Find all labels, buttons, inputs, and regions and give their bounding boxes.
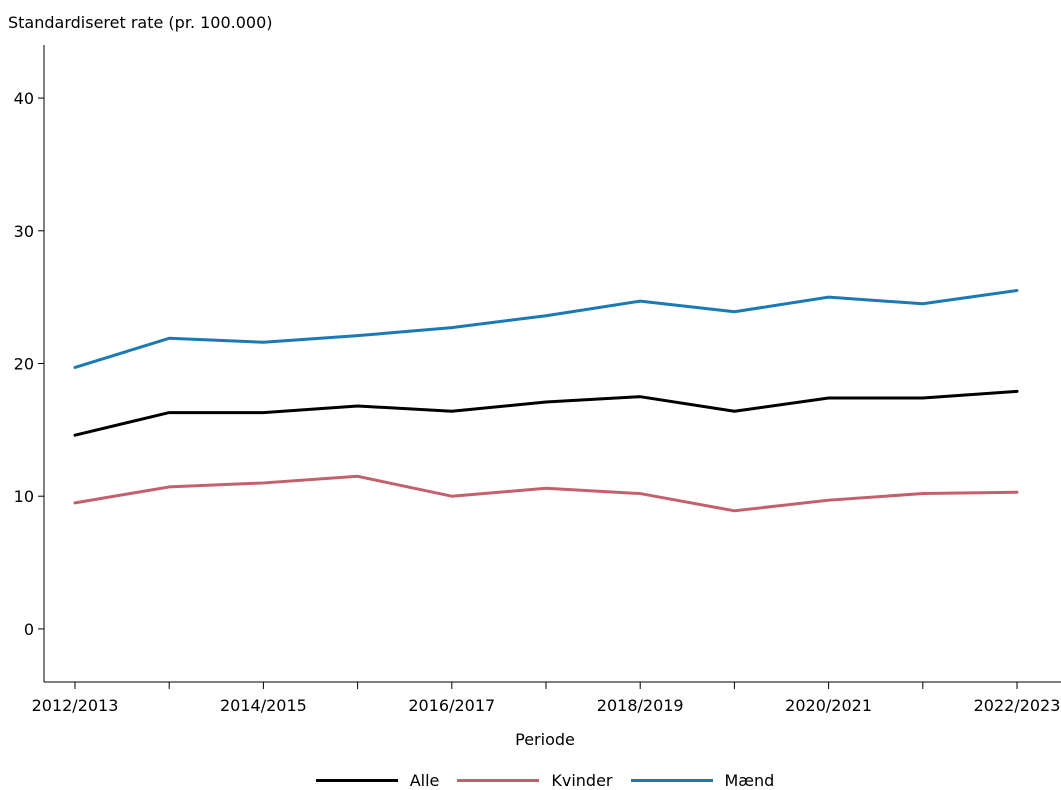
legend-item: Kvinder xyxy=(457,771,613,790)
y-tick-label: 20 xyxy=(14,355,34,374)
series-line-alle xyxy=(73,389,1019,437)
legend-label: Mænd xyxy=(724,771,775,790)
legend-swatch xyxy=(457,779,540,782)
legend-item: Mænd xyxy=(630,771,775,790)
y-tick-label: 30 xyxy=(14,222,34,241)
x-tick-label: 2022/2023 xyxy=(974,696,1061,715)
x-tick-label: 2014/2015 xyxy=(220,696,307,715)
x-tick-label: 2016/2017 xyxy=(408,696,495,715)
y-tick-label: 0 xyxy=(24,620,34,639)
series-line-mænd xyxy=(73,289,1019,369)
series-line-kvinder xyxy=(73,474,1019,513)
legend-swatch xyxy=(315,779,398,782)
y-tick-label: 40 xyxy=(14,89,34,108)
legend-label: Kvinder xyxy=(551,771,613,790)
x-tick-label: 2012/2013 xyxy=(32,696,119,715)
x-tick-label: 2018/2019 xyxy=(597,696,684,715)
legend-swatch xyxy=(630,779,713,782)
axes: 0 10 20 30 40 2012/2013 2014/2015 2016/2017 2018… xyxy=(14,45,1061,715)
series-lines xyxy=(73,289,1019,513)
y-axis-title: Standardiseret rate (pr. 100.000) xyxy=(8,13,273,32)
legend-item: Alle xyxy=(315,771,440,790)
y-tick-label: 10 xyxy=(14,487,34,506)
legend: Alle Kvinder Mænd xyxy=(0,771,1061,790)
legend-label: Alle xyxy=(409,771,440,790)
x-tick-label: 2020/2021 xyxy=(785,696,872,715)
x-axis-title: Periode xyxy=(515,730,575,749)
